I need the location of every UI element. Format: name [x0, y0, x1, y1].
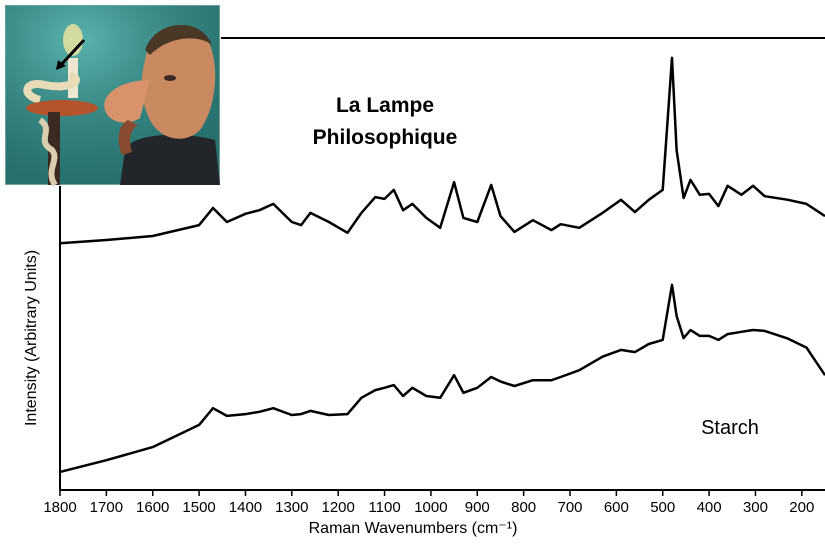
spectrum-line [59, 283, 825, 474]
x-axis-title: Raman Wavenumbers (cm⁻¹) [309, 520, 518, 537]
plot-area: 1800 1700 1600 1500 1400 1300 1200 1100 1000 900 8… [43, 37, 825, 516]
x-tick-label: 1700 [90, 499, 123, 516]
x-tick-label: 700 [557, 499, 582, 516]
x-tick-label: 500 [650, 499, 675, 516]
x-tick-label: 800 [511, 499, 536, 516]
spectrum-line [59, 56, 825, 245]
x-tick-label: 900 [465, 499, 490, 516]
x-tick-label: 1800 [43, 499, 76, 516]
x-tick-label: 1600 [136, 499, 169, 516]
x-tick-label: 1400 [229, 499, 262, 516]
x-tick-label: 200 [789, 499, 814, 516]
painting-inset [4, 4, 221, 187]
series-label: La Lampe Philosophique [312, 94, 458, 149]
x-tick-label: 1100 [368, 499, 400, 516]
y-axis-title: Intensity (Arbitrary Units) [23, 250, 40, 426]
x-tick-label: 1500 [182, 499, 215, 516]
x-tick-label: 1300 [275, 499, 308, 516]
x-tick-label: 1000 [414, 499, 447, 516]
x-tick-label: 1200 [321, 499, 354, 516]
x-tick-label: 600 [604, 499, 629, 516]
series-label: Starch [701, 417, 759, 439]
x-tick-label: 400 [697, 499, 722, 516]
x-tick-label: 300 [743, 499, 768, 516]
